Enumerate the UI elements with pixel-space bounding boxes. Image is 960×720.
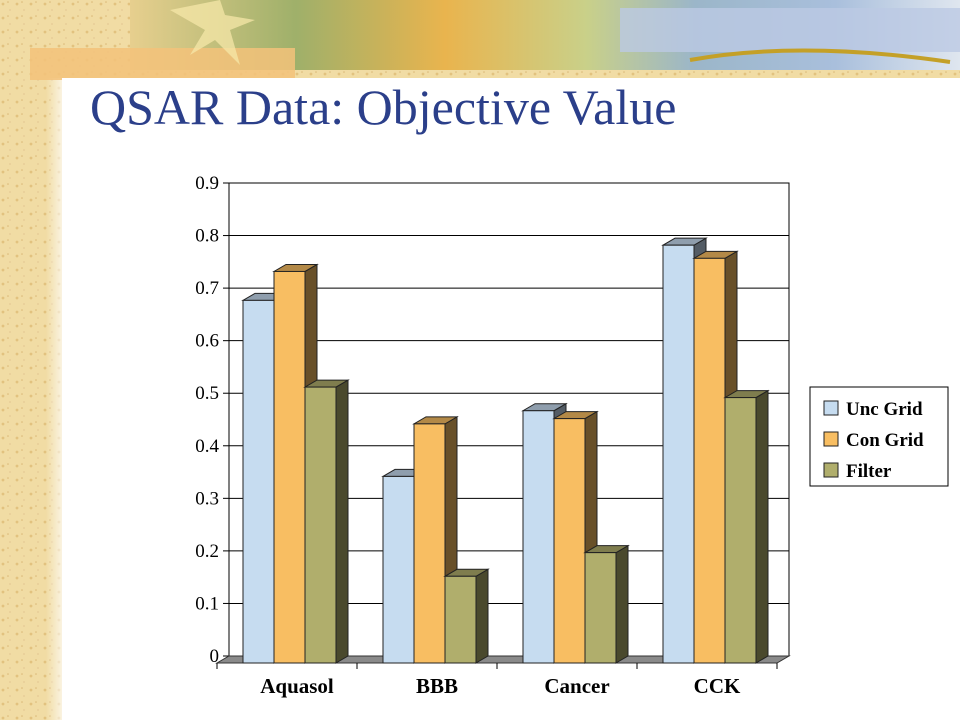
bar[interactable] — [522, 410, 555, 664]
bar[interactable] — [553, 418, 586, 664]
y-tick-label: 0.7 — [195, 278, 219, 299]
bar[interactable] — [693, 257, 726, 664]
x-category-label: Cancer — [544, 674, 609, 698]
legend-swatch — [823, 462, 839, 478]
legend-label: Filter — [846, 461, 892, 482]
legend-swatch — [823, 431, 839, 447]
y-tick-label: 0.6 — [195, 331, 219, 352]
y-tick-label: 0.1 — [195, 593, 219, 614]
bar-side — [615, 544, 629, 664]
y-tick-label: 0.4 — [195, 436, 219, 457]
banner-panel-right — [620, 8, 960, 52]
x-category-label: BBB — [416, 674, 458, 698]
bar[interactable] — [413, 423, 446, 664]
bar[interactable] — [584, 552, 617, 664]
x-category-label: Aquasol — [260, 674, 334, 698]
y-tick-label: 0.9 — [195, 173, 219, 194]
legend-swatch — [823, 400, 839, 416]
leaf-decoration — [170, 0, 255, 65]
bar[interactable] — [304, 386, 337, 664]
legend-label: Con Grid — [846, 430, 924, 451]
y-tick-label: 0 — [210, 646, 220, 667]
x-category-label: CCK — [694, 674, 741, 698]
bar[interactable] — [662, 244, 695, 664]
bar[interactable] — [724, 397, 757, 664]
y-tick-label: 0.5 — [195, 383, 219, 404]
bar-side — [475, 568, 489, 664]
bar-side — [335, 379, 349, 664]
banner-panel-left — [30, 48, 295, 80]
y-tick-label: 0.3 — [195, 488, 219, 509]
leaf-decoration-2 — [689, 48, 951, 64]
y-tick-label: 0.2 — [195, 541, 219, 562]
bar[interactable] — [382, 475, 415, 664]
slide-title: QSAR Data: Objective Value — [90, 79, 677, 135]
legend-label: Unc Grid — [846, 399, 923, 420]
y-tick-label: 0.8 — [195, 226, 219, 247]
bar[interactable] — [444, 575, 477, 664]
bar[interactable] — [273, 270, 306, 664]
bar-side — [755, 389, 769, 664]
bar[interactable] — [242, 299, 275, 664]
